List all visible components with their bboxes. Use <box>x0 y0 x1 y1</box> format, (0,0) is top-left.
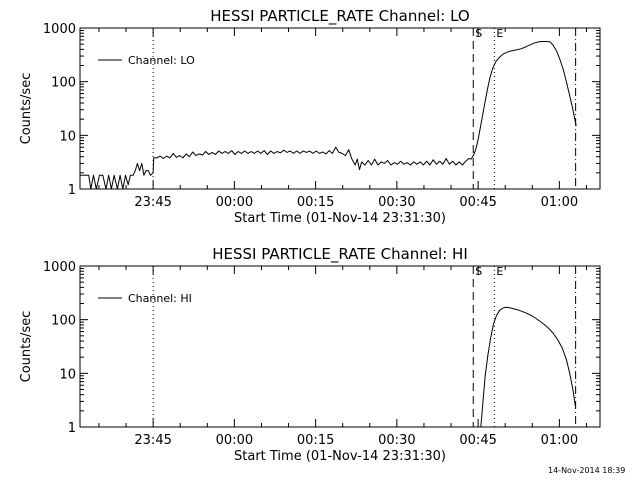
x-axis-label: Start Time (01-Nov-14 23:31:30) <box>234 449 446 464</box>
y-tick-label: 100 <box>51 314 76 329</box>
series-line <box>481 307 576 427</box>
y-axis-label: Counts/sec <box>19 73 34 145</box>
x-tick-label: 00:45 <box>459 433 496 448</box>
x-axis-label: Start Time (01-Nov-14 23:31:30) <box>234 211 446 226</box>
y-tick-label: 10 <box>59 129 76 144</box>
y-axis-label: Counts/sec <box>19 311 34 383</box>
x-tick-label: 01:00 <box>541 195 578 210</box>
legend-label: Channel: LO <box>128 54 195 67</box>
x-tick-label: 23:45 <box>134 195 171 210</box>
plot-frame <box>80 266 600 427</box>
x-tick-label: 23:45 <box>134 433 171 448</box>
event-marker-label: E <box>496 27 503 40</box>
y-tick-label: 100 <box>51 76 76 91</box>
legend-label: Channel: HI <box>128 292 192 305</box>
x-tick-label: 00:15 <box>297 195 334 210</box>
x-tick-label: 00:45 <box>459 195 496 210</box>
chart-title: HESSI PARTICLE_RATE Channel: HI <box>212 245 468 264</box>
y-tick-label: 1 <box>68 421 76 436</box>
generation-timestamp: 14-Nov-2014 18:39 <box>548 466 625 475</box>
x-tick-label: 01:00 <box>541 433 578 448</box>
plot-frame <box>80 28 600 189</box>
x-tick-label: 00:00 <box>216 195 253 210</box>
y-tick-label: 1 <box>68 183 76 198</box>
event-marker-label: E <box>496 265 503 278</box>
y-tick-label: 1000 <box>43 260 76 275</box>
x-tick-label: 00:30 <box>378 433 415 448</box>
x-tick-label: 00:15 <box>297 433 334 448</box>
x-tick-label: 00:00 <box>216 433 253 448</box>
chart-panel-lo: HESSI PARTICLE_RATE Channel: LO Counts/se… <box>19 7 600 226</box>
event-marker-label: S <box>475 265 482 278</box>
y-tick-label: 10 <box>59 367 76 382</box>
event-marker-label: S <box>475 27 482 40</box>
y-tick-label: 1000 <box>43 22 76 37</box>
x-tick-label: 00:30 <box>378 195 415 210</box>
chart-panel-hi: HESSI PARTICLE_RATE Channel: HI Counts/se… <box>19 245 600 464</box>
chart-title: HESSI PARTICLE_RATE Channel: LO <box>210 7 469 26</box>
